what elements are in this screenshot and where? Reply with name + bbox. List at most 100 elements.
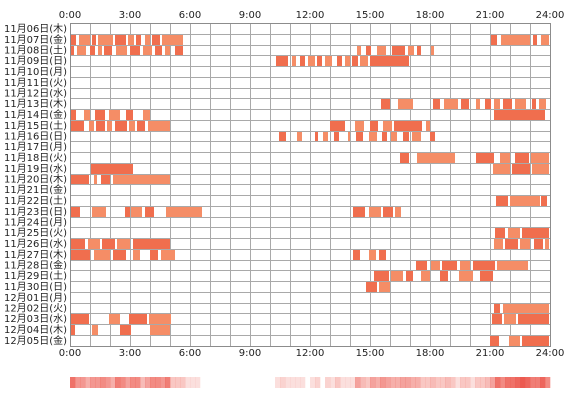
activity-segment [317, 56, 322, 66]
activity-segment [532, 99, 536, 109]
date-label: 11月07日(金) [4, 33, 67, 46]
density-cell [300, 377, 306, 388]
activity-segment [541, 196, 547, 206]
activity-segment [522, 228, 549, 238]
activity-segment [503, 99, 512, 109]
density-cell [355, 377, 361, 388]
density-cell [90, 377, 96, 388]
density-cell [455, 377, 461, 388]
activity-segment [133, 250, 140, 260]
density-cell [315, 377, 321, 388]
top-tick-label: 3:00 [119, 10, 141, 21]
activity-segment [510, 196, 540, 206]
activity-segment [531, 153, 549, 163]
date-label: 12月05日(金) [4, 334, 67, 347]
activity-segment [497, 261, 528, 270]
activity-segment [503, 304, 549, 313]
activity-segment [98, 46, 102, 55]
date-label: 11月23日(日) [4, 206, 67, 218]
bottom-tick-label: 3:00 [119, 348, 141, 359]
bottom-tick-label: 0:00 [59, 348, 81, 359]
activity-segment [323, 132, 328, 141]
density-cell [525, 377, 531, 388]
activity-segment [104, 46, 112, 55]
activity-segment [145, 207, 154, 217]
activity-segment [515, 153, 529, 163]
activity-segment [325, 56, 332, 66]
density-cell [120, 377, 126, 388]
activity-segment [541, 35, 549, 45]
date-label: 11月21日(金) [4, 183, 67, 196]
top-tick-label: 24:00 [536, 10, 565, 21]
density-cell [145, 377, 151, 388]
density-cell [395, 377, 401, 388]
activity-segment [442, 261, 457, 270]
activity-segment [440, 271, 448, 281]
density-cell [410, 377, 416, 388]
activity-segment [166, 207, 202, 217]
activity-segment [94, 250, 110, 260]
density-cell [280, 377, 286, 388]
activity-segment [152, 35, 160, 45]
density-cell [450, 377, 456, 388]
activity-segment [491, 35, 497, 45]
activity-segment [90, 46, 95, 55]
date-label: 11月09日(日) [4, 55, 67, 67]
date-label: 11月14日(金) [4, 108, 67, 121]
activity-segment [95, 110, 105, 120]
density-cell [135, 377, 141, 388]
density-cell [110, 377, 116, 388]
activity-segment [512, 164, 530, 174]
activity-segment [315, 132, 318, 141]
activity-segment [70, 110, 76, 120]
activity-segment [116, 46, 127, 55]
activity-segment [330, 121, 345, 131]
activity-segment [444, 99, 458, 109]
activity-segment [534, 239, 543, 249]
activity-segment [494, 110, 545, 120]
density-cell [375, 377, 381, 388]
date-label: 12月03日(水) [4, 313, 67, 325]
activity-segment [473, 261, 495, 270]
activity-segment [398, 99, 413, 109]
density-cell [485, 377, 491, 388]
density-cell [445, 377, 451, 388]
activity-segment [500, 153, 510, 163]
activity-segment [98, 35, 113, 45]
density-cell [530, 377, 536, 388]
density-cell [405, 377, 411, 388]
activity-segment [145, 35, 150, 45]
density-cell [85, 377, 91, 388]
density-cell [195, 377, 201, 388]
date-label: 11月08日(土) [4, 44, 67, 57]
activity-segment [334, 132, 339, 141]
activity-segment [279, 132, 286, 141]
date-label: 11月16日(日) [4, 131, 67, 143]
activity-segment [417, 46, 421, 55]
plot-grid [70, 23, 551, 347]
activity-segment [155, 46, 162, 55]
activity-segment [70, 239, 85, 249]
activity-segment [370, 121, 378, 131]
plot-frame [70, 23, 551, 347]
activity-segment [416, 261, 427, 270]
activity-segment [133, 239, 170, 249]
activity-segment [353, 207, 365, 217]
density-cell [470, 377, 476, 388]
activity-segment [92, 325, 98, 335]
activity-segment [337, 56, 342, 66]
activity-segment [431, 261, 440, 270]
activity-segment [505, 239, 518, 249]
date-label: 11月17日(月) [4, 141, 67, 153]
density-cell [140, 377, 146, 388]
activity-segment [374, 271, 389, 281]
density-cell [360, 377, 366, 388]
density-cell [180, 377, 186, 388]
activity-segment [532, 164, 549, 174]
density-cell [95, 377, 101, 388]
activity-segment [476, 99, 480, 109]
density-cell [435, 377, 441, 388]
activity-segment [522, 336, 549, 346]
activity-segment [395, 207, 401, 217]
density-cell [365, 377, 371, 388]
